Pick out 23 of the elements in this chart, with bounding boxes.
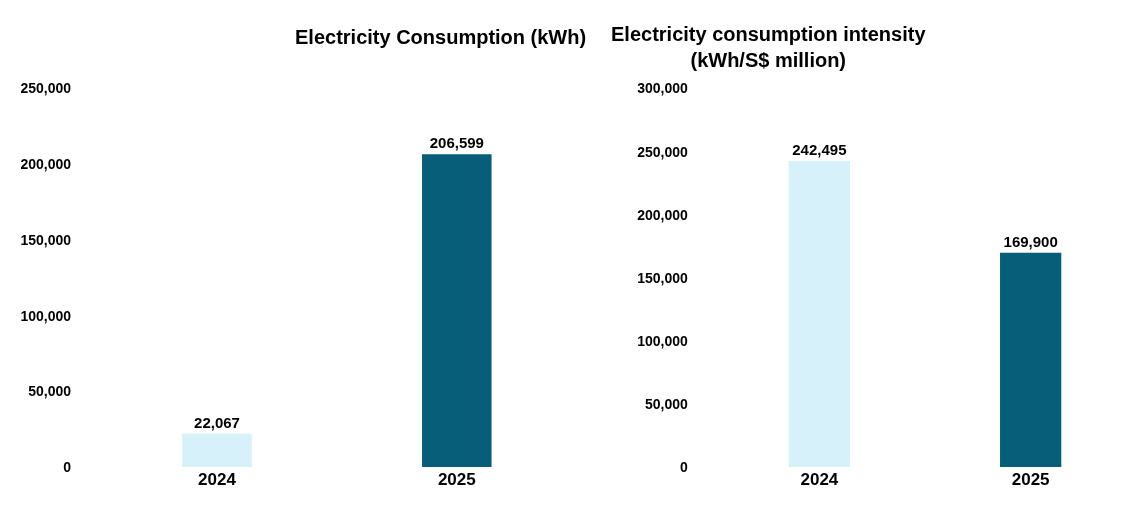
y-tick-label: 150,000: [20, 231, 72, 248]
x-tick-label: 2025: [1011, 470, 1050, 490]
y-tick-label: 50,000: [644, 395, 688, 412]
x-tick-label: 2024: [800, 470, 839, 490]
chart-title: Electricity Consumption (kWh): [295, 26, 587, 48]
y-tick-label: 0: [63, 458, 72, 475]
data-label: 206,599: [429, 134, 484, 152]
x-tick-label: 2025: [437, 470, 476, 490]
y-tick-label: 200,000: [20, 156, 72, 173]
y-tick-label: 0: [679, 458, 688, 475]
y-tick-label: 250,000: [637, 143, 688, 160]
y-tick-label: 200,000: [637, 206, 688, 223]
data-label: 169,900: [1003, 232, 1058, 250]
y-tick-label: 150,000: [637, 269, 688, 286]
y-tick-label: 100,000: [20, 307, 72, 324]
y-tick-label: 50,000: [28, 383, 72, 400]
y-tick-label: 300,000: [637, 80, 688, 97]
data-label: 242,495: [792, 141, 847, 159]
x-tick-label: 2024: [198, 470, 237, 490]
y-tick-label: 100,000: [637, 332, 688, 349]
data-label: 22,067: [194, 413, 240, 431]
y-tick-label: 250,000: [20, 80, 72, 97]
chart-title: Electricity consumption intensity (kWh/S$ million): [611, 23, 927, 71]
